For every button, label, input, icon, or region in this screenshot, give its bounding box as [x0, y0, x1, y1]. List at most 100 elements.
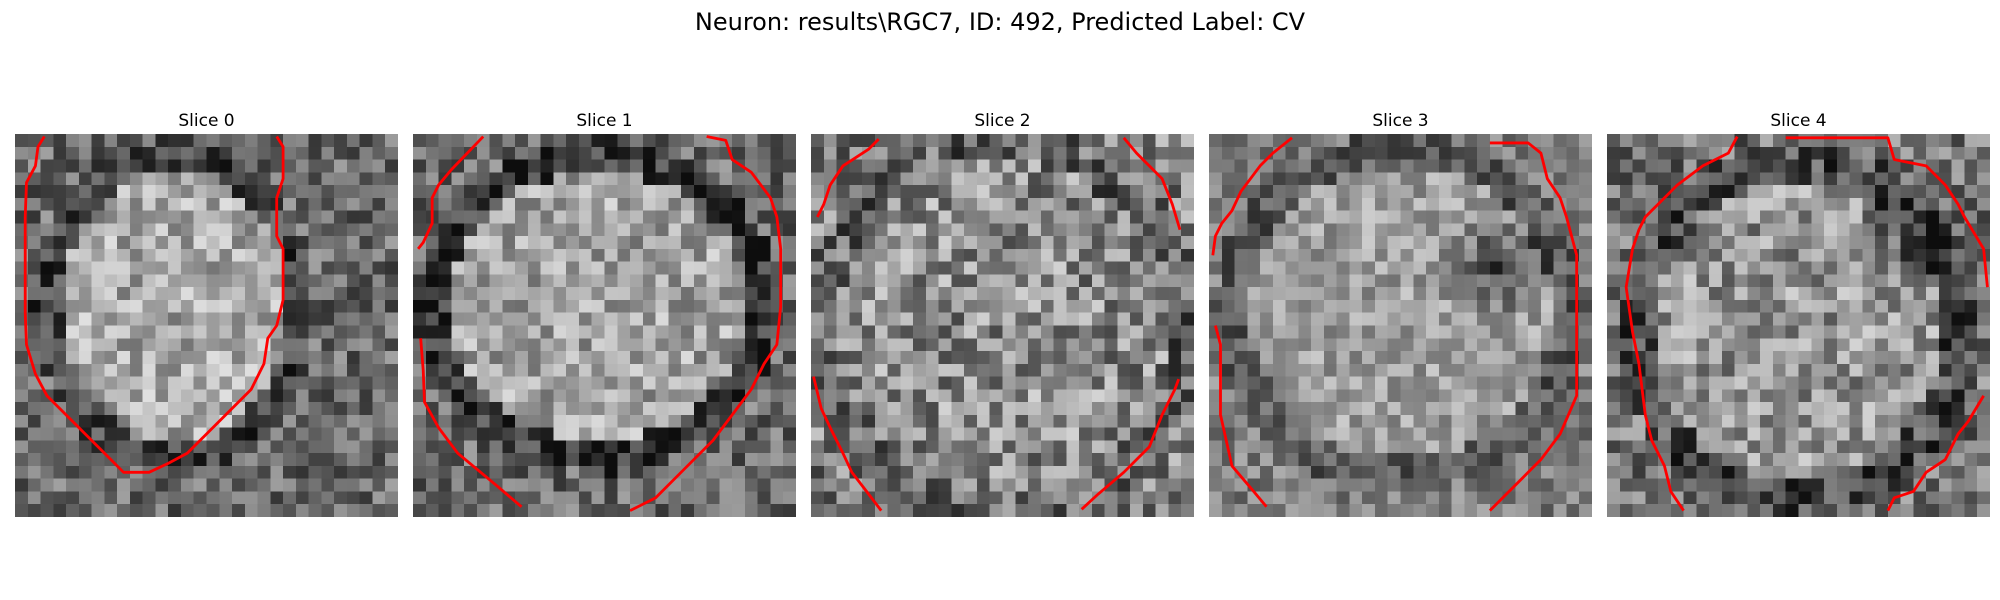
pixel: [1811, 262, 1824, 275]
pixel: [913, 185, 926, 198]
pixel: [1913, 440, 1926, 453]
pixel: [1696, 389, 1709, 402]
pixel: [270, 440, 283, 453]
pixel: [283, 428, 296, 441]
pixel: [783, 147, 796, 160]
pixel: [977, 223, 990, 236]
pixel: [104, 185, 117, 198]
pixel: [1247, 236, 1260, 249]
pixel: [900, 185, 913, 198]
pixel: [1298, 300, 1311, 313]
pixel: [1260, 134, 1273, 147]
pixel: [53, 415, 66, 428]
pixel: [1862, 440, 1875, 453]
pixel: [28, 185, 41, 198]
pixel: [1658, 377, 1671, 390]
pixel: [1168, 300, 1181, 313]
pixel: [951, 249, 964, 262]
pixel: [707, 440, 720, 453]
pixel: [1490, 160, 1503, 173]
pixel: [1671, 198, 1684, 211]
pixel: [1156, 313, 1169, 326]
pixel: [694, 147, 707, 160]
pixel: [1130, 211, 1143, 224]
pixel: [1799, 147, 1812, 160]
pixel: [849, 287, 862, 300]
pixel: [1181, 211, 1194, 224]
pixel: [1181, 262, 1194, 275]
pixel: [66, 223, 79, 236]
pixel: [837, 415, 850, 428]
pixel: [426, 300, 439, 313]
pixel: [1964, 364, 1977, 377]
pixel: [92, 287, 105, 300]
pixel: [681, 402, 694, 415]
pixel: [951, 428, 964, 441]
pixel: [104, 440, 117, 453]
pixel: [1799, 466, 1812, 479]
pixel: [668, 364, 681, 377]
pixel: [1875, 198, 1888, 211]
pixel: [1811, 415, 1824, 428]
pixel: [990, 274, 1003, 287]
pixel: [951, 453, 964, 466]
pixel: [888, 377, 901, 390]
pixel: [1015, 134, 1028, 147]
pixel: [1837, 236, 1850, 249]
pixel: [1028, 160, 1041, 173]
pixel: [207, 274, 220, 287]
pixel: [104, 402, 117, 415]
pixel: [1375, 198, 1388, 211]
pixel: [656, 223, 669, 236]
pixel: [592, 223, 605, 236]
pixel: [1515, 504, 1528, 517]
pixel: [426, 479, 439, 492]
pixel: [1181, 453, 1194, 466]
pixel: [181, 402, 194, 415]
pixel: [194, 185, 207, 198]
pixel: [360, 453, 373, 466]
pixel: [232, 440, 245, 453]
pixel: [1041, 287, 1054, 300]
pixel: [283, 223, 296, 236]
pixel: [1888, 274, 1901, 287]
pixel: [990, 300, 1003, 313]
pixel: [951, 223, 964, 236]
pixel: [1722, 185, 1735, 198]
pixel: [1337, 402, 1350, 415]
pixel: [1028, 440, 1041, 453]
pixel: [1375, 249, 1388, 262]
pixel: [900, 198, 913, 211]
pixel: [1939, 428, 1952, 441]
pixel: [79, 351, 92, 364]
pixel: [1607, 453, 1620, 466]
pixel: [1311, 479, 1324, 492]
pixel: [1786, 504, 1799, 517]
pixel: [1658, 440, 1671, 453]
pixel: [783, 172, 796, 185]
pixel: [28, 287, 41, 300]
pixel: [464, 313, 477, 326]
pixel: [1092, 198, 1105, 211]
pixel: [926, 249, 939, 262]
pixel: [1143, 415, 1156, 428]
pixel: [1413, 491, 1426, 504]
pixel: [334, 415, 347, 428]
pixel: [1337, 377, 1350, 390]
pixel: [439, 377, 452, 390]
pixel: [1235, 274, 1248, 287]
pixel: [347, 287, 360, 300]
pixel: [990, 504, 1003, 517]
pixel: [1260, 326, 1273, 339]
pixel: [1747, 479, 1760, 492]
pixel: [1286, 274, 1299, 287]
pixel: [1388, 198, 1401, 211]
pixel: [155, 211, 168, 224]
pixel: [1143, 223, 1156, 236]
pixel: [1311, 402, 1324, 415]
pixel: [862, 402, 875, 415]
pixel: [1926, 415, 1939, 428]
pixel: [245, 313, 258, 326]
pixel: [1464, 491, 1477, 504]
pixel: [155, 415, 168, 428]
